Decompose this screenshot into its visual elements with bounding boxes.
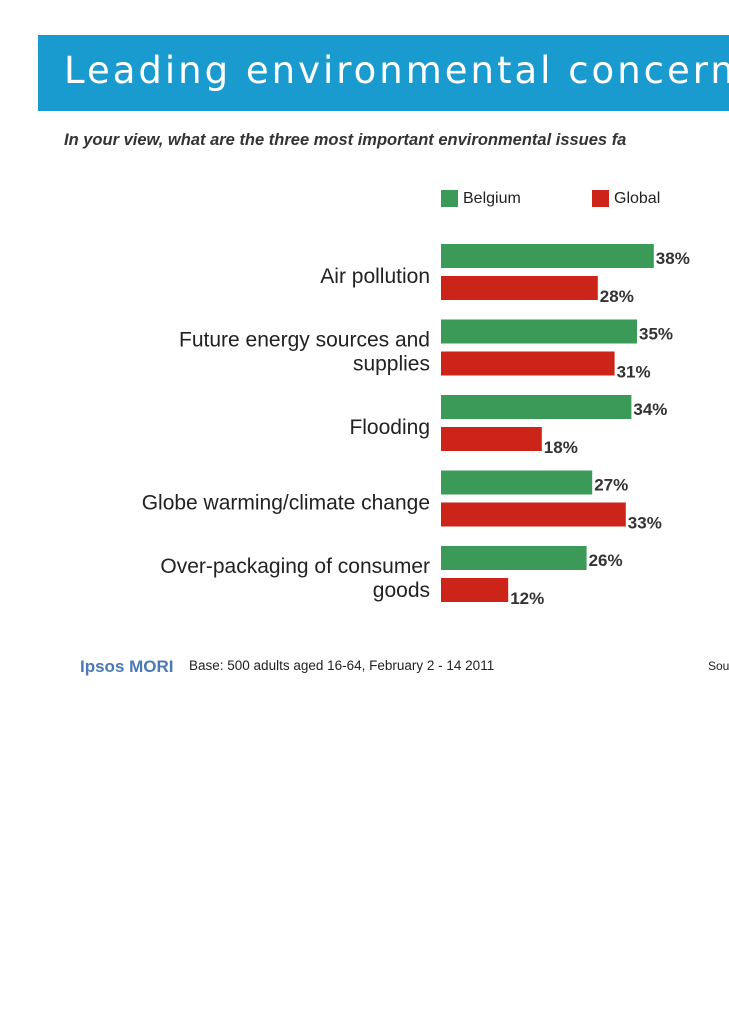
ipsos-mori-logo: Ipsos MORI	[80, 657, 174, 676]
value-label-belgium-flooding: 34%	[633, 400, 667, 419]
legend-swatch-belgium	[441, 190, 458, 207]
bar-global-globe-warming-climate-change	[441, 502, 626, 527]
question-subtitle: In your view, what are the three most im…	[64, 131, 627, 149]
bar-belgium-future-energy-sources-and-supplies	[441, 319, 637, 344]
value-label-belgium-air-pollution: 38%	[656, 249, 690, 268]
page-title: Leading environmental concerns	[64, 49, 729, 92]
bar-belgium-air-pollution	[441, 244, 654, 268]
value-label-belgium-globe-warming-climate-change: 27%	[594, 476, 628, 495]
bar-global-flooding	[441, 427, 542, 451]
value-label-global-over-packaging-of-consumer-goods: 12%	[510, 589, 544, 608]
category-label-over-packaging-of-consumer-goods-line2: goods	[373, 579, 430, 602]
category-label-over-packaging-of-consumer-goods-line1: Over-packaging of consumer	[160, 555, 430, 578]
bar-chart: Air pollution 38% 28% Future energy sources…	[142, 244, 690, 608]
value-label-belgium-future-energy-sources-and-supplies: 35%	[639, 325, 673, 344]
bar-global-future-energy-sources-and-supplies	[441, 351, 615, 376]
bar-global-over-packaging-of-consumer-goods	[441, 578, 509, 602]
category-label-air-pollution: Air pollution	[320, 265, 430, 288]
legend-swatch-global	[592, 190, 609, 207]
category-label-globe-warming-climate-change: Globe warming/climate change	[142, 492, 430, 515]
value-label-belgium-over-packaging-of-consumer-goods: 26%	[589, 551, 623, 570]
category-label-flooding: Flooding	[349, 416, 430, 439]
bar-global-air-pollution	[441, 276, 598, 300]
bar-belgium-over-packaging-of-consumer-goods	[441, 546, 587, 570]
value-label-global-future-energy-sources-and-supplies: 31%	[617, 363, 651, 382]
value-label-global-flooding: 18%	[544, 438, 578, 457]
category-label-future-energy-sources-and-supplies-line2: supplies	[353, 353, 430, 376]
value-label-global-globe-warming-climate-change: 33%	[628, 514, 662, 533]
legend-label-global: Global	[614, 190, 661, 207]
base-note: Base: 500 adults aged 16-64, February 2 …	[189, 658, 495, 673]
bar-belgium-globe-warming-climate-change	[441, 470, 593, 495]
bar-belgium-flooding	[441, 395, 632, 419]
value-label-global-air-pollution: 28%	[600, 287, 634, 306]
category-label-future-energy-sources-and-supplies-line1: Future energy sources and	[179, 329, 430, 352]
title-banner: Leading environmental concerns	[38, 35, 729, 111]
source-note: Sou	[708, 659, 729, 673]
legend-label-belgium: Belgium	[463, 190, 521, 207]
